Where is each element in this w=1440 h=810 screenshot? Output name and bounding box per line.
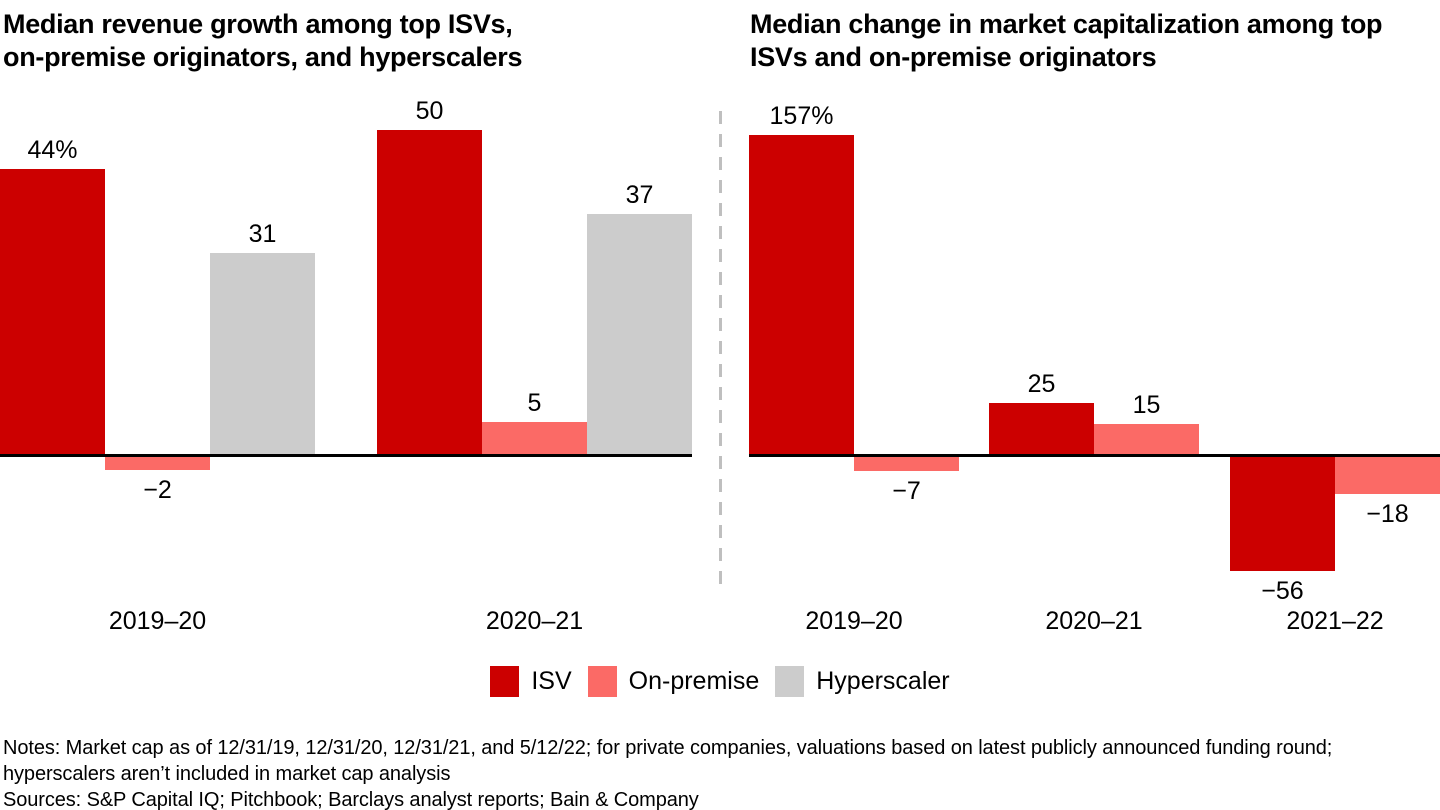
value-label-hyperscaler-2020-21: 37 — [625, 181, 654, 209]
right-chart-title: Median change in market capitalization a… — [750, 8, 1383, 74]
right-chart-title-line-2: ISVs and on-premise originators — [750, 42, 1157, 72]
bar-on-premise-2021-22 — [1335, 457, 1440, 494]
bar-on-premise-2020-21 — [1094, 424, 1199, 454]
legend-item-hyperscaler: Hyperscaler — [775, 665, 950, 697]
right-chart-title-line-1: Median change in market capitalization a… — [750, 9, 1383, 39]
notes-line-1: Notes: Market cap as of 12/31/19, 12/31/… — [3, 737, 1333, 759]
bar-isv-2019-20 — [749, 135, 854, 454]
value-label-on-premise-2019-20: −2 — [143, 476, 172, 504]
legend-item-isv: ISV — [490, 665, 572, 697]
x-axis-label-2019-20: 2019–20 — [108, 607, 207, 635]
bar-isv-2020-21 — [377, 130, 482, 454]
bar-on-premise-2019-20 — [854, 457, 959, 471]
bar-hyperscaler-2020-21 — [587, 214, 692, 454]
left-chart-title: Median revenue growth among top ISVs, on… — [3, 8, 522, 74]
bar-on-premise-2020-21 — [482, 422, 587, 454]
notes-line-3: Sources: S&P Capital IQ; Pitchbook; Barc… — [3, 789, 699, 810]
legend-swatch-hyperscaler — [775, 665, 805, 697]
x-axis-label-2020-21: 2020–21 — [485, 607, 584, 635]
legend-swatch-on-premise — [587, 665, 617, 697]
left-chart-title-line-1: Median revenue growth among top ISVs, — [3, 9, 513, 39]
legend-item-on-premise: On-premise — [587, 665, 760, 697]
value-label-on-premise-2020-21: 5 — [527, 389, 542, 417]
notes: Notes: Market cap as of 12/31/19, 12/31/… — [3, 735, 1332, 810]
value-label-isv-2020-21: 25 — [1027, 370, 1056, 398]
legend-swatch-isv — [490, 665, 520, 697]
notes-line-2: hyperscalers aren’t included in market c… — [3, 763, 451, 785]
x-axis-label-2021-22: 2021–22 — [1286, 607, 1384, 635]
value-label-isv-2021-22: −56 — [1261, 577, 1304, 605]
value-label-isv-2019-20: 44% — [27, 136, 78, 164]
value-label-on-premise-2019-20: −7 — [892, 477, 921, 505]
x-axis-left-chart — [0, 454, 692, 457]
left-chart-title-line-2: on-premise originators, and hyperscalers — [3, 42, 523, 72]
bar-isv-2020-21 — [989, 403, 1094, 454]
chart-divider — [719, 111, 722, 592]
value-label-on-premise-2021-22: −18 — [1366, 500, 1409, 528]
value-label-on-premise-2020-21: 15 — [1132, 391, 1161, 419]
value-label-isv-2020-21: 50 — [415, 97, 444, 125]
legend: ISV On-premise Hyperscaler — [0, 663, 1440, 699]
value-label-isv-2019-20: 157% — [769, 102, 834, 130]
bar-on-premise-2019-20 — [105, 457, 210, 470]
bar-isv-2021-22 — [1230, 457, 1335, 571]
bar-hyperscaler-2019-20 — [210, 253, 315, 454]
legend-label-hyperscaler: Hyperscaler — [816, 666, 950, 695]
legend-label-on-premise: On-premise — [628, 666, 760, 695]
x-axis-right-chart — [749, 454, 1440, 457]
value-label-hyperscaler-2019-20: 31 — [248, 220, 277, 248]
x-axis-label-2020-21: 2020–21 — [1045, 607, 1143, 635]
x-axis-label-2019-20: 2019–20 — [805, 607, 903, 635]
bar-isv-2019-20 — [0, 169, 105, 454]
legend-label-isv: ISV — [531, 666, 572, 695]
